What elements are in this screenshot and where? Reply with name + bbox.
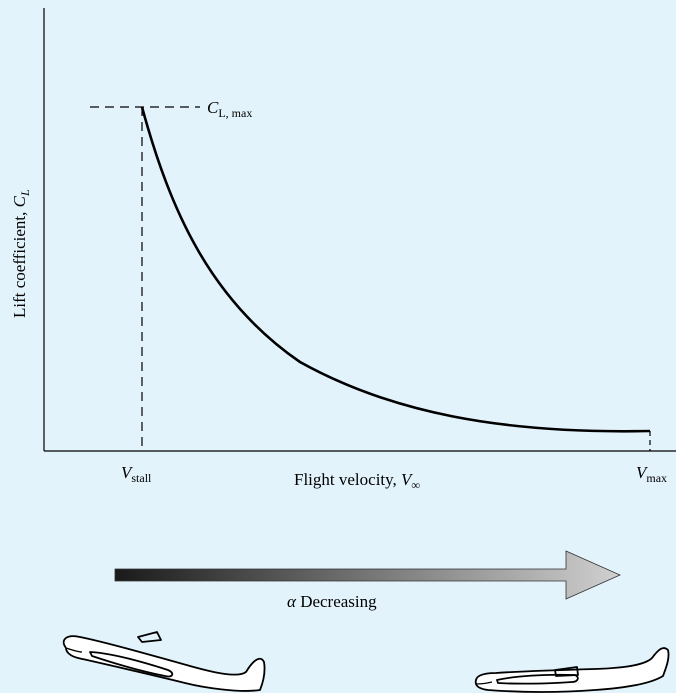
x-axis-label-subscript: ∞ — [411, 478, 420, 492]
vmax-symbol: V — [636, 463, 649, 482]
vstall-label: Vstall — [121, 463, 152, 485]
decreasing-arrow-icon — [114, 550, 621, 600]
alpha-decreasing-text: Decreasing — [296, 592, 377, 611]
vstall-subscript: stall — [131, 471, 152, 485]
airplane-high-aoa-icon — [62, 631, 266, 692]
svg-text:Lift coefficient, CL: Lift coefficient, CL — [10, 189, 32, 318]
y-axis-label-subscript: L — [18, 189, 32, 197]
y-axis-label-text: Lift coefficient, — [10, 207, 29, 318]
vmax-label: Vmax — [636, 463, 667, 485]
x-axis-label: Flight velocity, V∞ — [294, 470, 420, 492]
alpha-decreasing-label: α Decreasing — [287, 592, 377, 611]
y-axis-label: Lift coefficient, CL — [10, 189, 32, 318]
vmax-subscript: max — [646, 471, 667, 485]
x-axis-label-symbol: V — [401, 470, 414, 489]
x-axis-label-text: Flight velocity, — [294, 470, 401, 489]
airplane-low-aoa-icon — [474, 647, 670, 693]
y-axis-label-symbol: C — [10, 195, 29, 207]
clmax-symbol: C — [207, 98, 219, 117]
clmax-label: CL, max — [207, 98, 252, 120]
vstall-symbol: V — [121, 463, 134, 482]
alpha-symbol: α — [287, 592, 297, 611]
lift-curve — [140, 106, 651, 433]
clmax-subscript: L, max — [218, 106, 252, 120]
